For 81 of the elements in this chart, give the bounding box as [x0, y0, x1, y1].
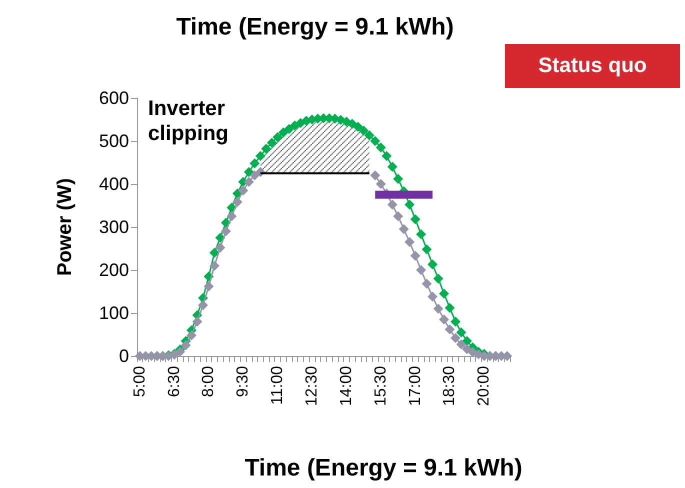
point [272, 132, 283, 142]
point [428, 259, 438, 270]
point [198, 300, 208, 310]
point [382, 151, 392, 162]
x-tick-label: 8:00 [200, 366, 218, 398]
point [444, 302, 455, 313]
point [422, 244, 432, 254]
x-tick-label: 5:00 [131, 366, 148, 398]
point [180, 340, 191, 350]
y-axis-title: Power (W) [54, 178, 76, 276]
annotation: Inverter clipping [148, 96, 230, 146]
y-tick-label: 100 [98, 303, 129, 323]
point [398, 224, 409, 234]
point [232, 197, 242, 208]
point [444, 324, 455, 334]
x-tick-label: 6:30 [166, 366, 183, 398]
point [284, 124, 294, 134]
point [376, 142, 386, 152]
point [433, 304, 444, 314]
point [238, 185, 248, 196]
point [393, 211, 404, 222]
y-tick-label: 200 [98, 260, 129, 280]
x-tick-label: 18:30 [441, 366, 458, 406]
y-tick-label: 600 [98, 88, 129, 108]
point [204, 281, 214, 292]
point [209, 260, 220, 271]
x-tick-label: 20:00 [476, 366, 493, 406]
point [244, 166, 254, 177]
point [226, 211, 237, 222]
point [416, 229, 426, 240]
point [450, 332, 460, 343]
point [439, 314, 450, 324]
x-tick-label: 14:00 [338, 366, 355, 406]
point [352, 122, 363, 132]
point [186, 330, 197, 340]
point [244, 176, 254, 187]
point [416, 265, 426, 275]
point [266, 138, 277, 148]
point [250, 170, 260, 180]
x-tick-label: 12:30 [304, 366, 321, 406]
point [404, 200, 415, 210]
point [450, 316, 460, 327]
x-axis-title: Time (Energy = 9.1 kWh) [244, 454, 522, 482]
point [261, 144, 272, 154]
point [215, 232, 226, 243]
point [358, 126, 369, 136]
point [255, 151, 266, 162]
point [393, 174, 404, 184]
y-tick-label: 500 [98, 131, 129, 151]
point [215, 242, 226, 253]
point [410, 250, 420, 261]
point [439, 288, 450, 299]
point [404, 237, 415, 248]
point [250, 158, 260, 168]
point [209, 248, 220, 258]
y-tick-label: 400 [98, 174, 129, 194]
point [410, 214, 420, 224]
point [428, 292, 438, 302]
x-tick-label: 9:30 [234, 366, 252, 398]
point [370, 170, 380, 180]
chart-title: Time (Energy = 9.1 kWh) [176, 14, 454, 40]
point [422, 278, 432, 289]
point [220, 226, 231, 236]
point [370, 136, 380, 146]
x-tick-label: 17:00 [406, 366, 424, 406]
text: Status quo [505, 44, 680, 88]
point [278, 127, 288, 138]
x-tick-label: 15:30 [372, 366, 390, 406]
y-tick-label: 300 [98, 217, 129, 237]
y-tick-label: 0 [118, 346, 129, 366]
point [456, 339, 466, 350]
point [364, 130, 374, 140]
point [192, 316, 202, 327]
x-tick-label: 11:00 [269, 366, 286, 405]
point [456, 327, 466, 338]
point [462, 344, 472, 354]
point [387, 200, 398, 210]
point [387, 162, 398, 172]
point [347, 118, 358, 129]
point [433, 274, 444, 284]
point [376, 179, 386, 189]
